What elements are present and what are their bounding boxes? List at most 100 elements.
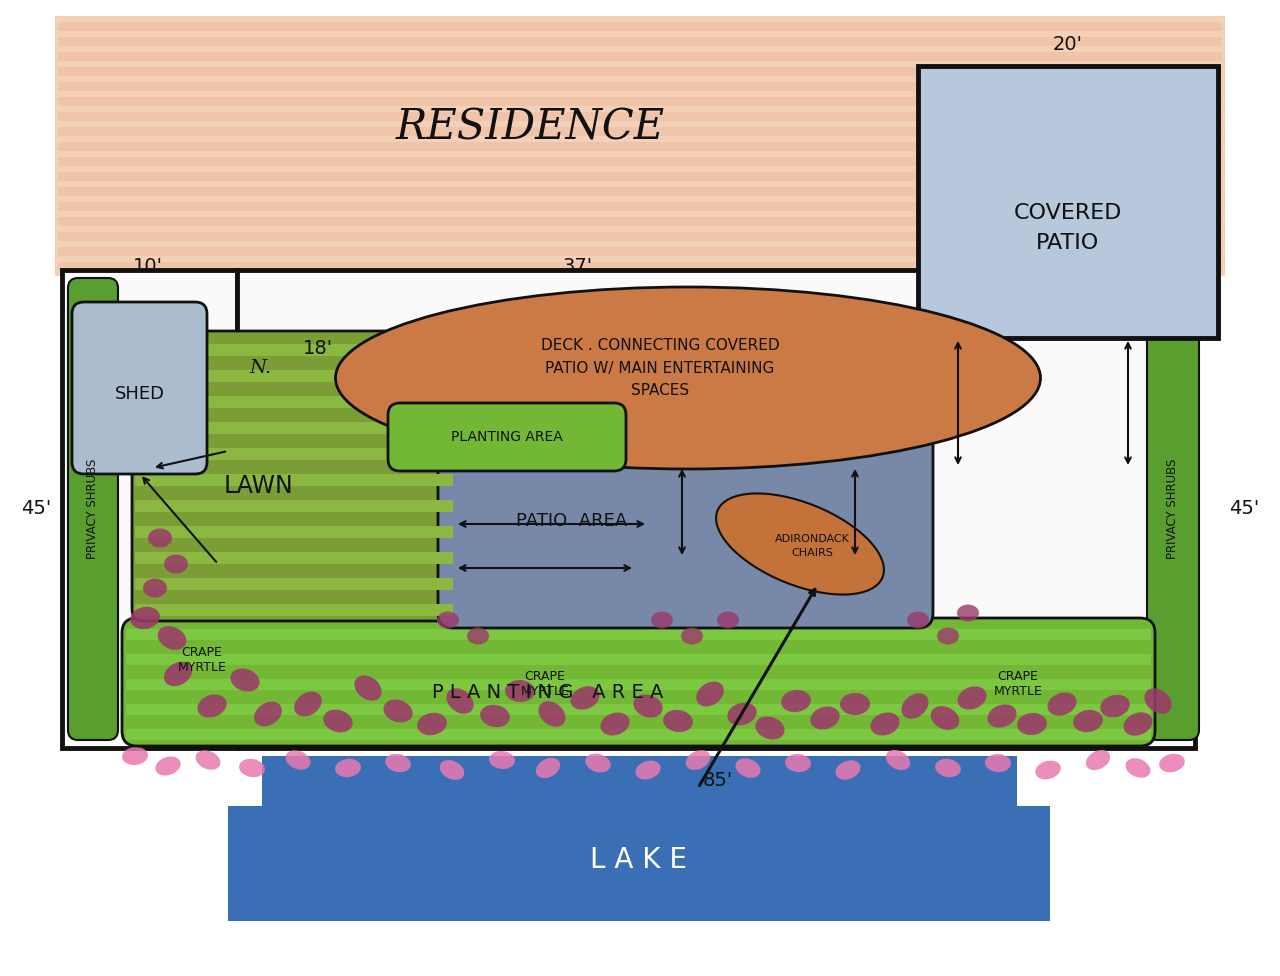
Text: CRAPE
MYRTLE: CRAPE MYRTLE <box>521 670 570 698</box>
Bar <box>228 806 1050 921</box>
Ellipse shape <box>1073 710 1103 732</box>
Text: 45': 45' <box>20 499 51 517</box>
Ellipse shape <box>467 628 489 644</box>
Ellipse shape <box>131 607 160 630</box>
Bar <box>125 629 1151 640</box>
FancyBboxPatch shape <box>1147 278 1199 740</box>
Ellipse shape <box>908 612 929 629</box>
Bar <box>58 142 1222 151</box>
Text: N.: N. <box>248 359 271 377</box>
Ellipse shape <box>294 692 321 716</box>
Bar <box>918 66 1219 338</box>
Ellipse shape <box>840 693 870 715</box>
Ellipse shape <box>634 695 663 717</box>
Ellipse shape <box>506 680 535 702</box>
Ellipse shape <box>417 712 447 735</box>
Bar <box>58 52 1222 61</box>
Bar <box>61 270 237 748</box>
Ellipse shape <box>986 754 1011 772</box>
Bar <box>134 396 453 408</box>
Bar <box>58 172 1222 181</box>
Text: 37': 37' <box>563 257 593 276</box>
Ellipse shape <box>836 760 860 780</box>
Bar <box>58 82 1222 91</box>
Bar <box>58 37 1222 46</box>
Ellipse shape <box>1101 695 1130 717</box>
Bar <box>134 500 453 512</box>
Ellipse shape <box>1160 753 1185 772</box>
Bar <box>55 16 1225 276</box>
Ellipse shape <box>385 753 411 772</box>
Ellipse shape <box>536 758 561 778</box>
Text: ADIRONDACK
CHAIRS: ADIRONDACK CHAIRS <box>774 535 850 557</box>
Ellipse shape <box>489 751 515 769</box>
Ellipse shape <box>196 751 220 770</box>
Ellipse shape <box>285 751 311 770</box>
Ellipse shape <box>480 705 509 727</box>
Bar <box>58 97 1222 106</box>
Text: P L A N T I N G   A R E A: P L A N T I N G A R E A <box>433 682 664 702</box>
Ellipse shape <box>1047 692 1076 715</box>
Bar <box>134 604 453 616</box>
Text: 45': 45' <box>1229 499 1260 517</box>
Ellipse shape <box>781 690 812 712</box>
Ellipse shape <box>255 702 282 726</box>
Ellipse shape <box>155 756 180 776</box>
Text: RESIDENCE: RESIDENCE <box>396 107 664 149</box>
Ellipse shape <box>436 612 460 629</box>
Ellipse shape <box>1124 712 1152 736</box>
Ellipse shape <box>901 693 928 718</box>
Text: COVERED
PATIO: COVERED PATIO <box>1014 203 1123 253</box>
Ellipse shape <box>384 700 412 722</box>
Ellipse shape <box>681 628 703 644</box>
Bar <box>58 67 1222 76</box>
Ellipse shape <box>239 759 265 777</box>
Ellipse shape <box>585 753 611 772</box>
Ellipse shape <box>652 612 673 629</box>
Ellipse shape <box>755 716 785 740</box>
Text: DECK . CONNECTING COVERED
PATIO W/ MAIN ENTERTAINING
SPACES: DECK . CONNECTING COVERED PATIO W/ MAIN … <box>540 339 780 397</box>
Ellipse shape <box>931 706 959 730</box>
Bar <box>134 552 453 564</box>
Text: 85': 85' <box>703 770 733 790</box>
Bar <box>58 127 1222 136</box>
Ellipse shape <box>727 703 756 725</box>
FancyBboxPatch shape <box>68 278 118 740</box>
Ellipse shape <box>717 612 739 629</box>
Ellipse shape <box>936 758 961 777</box>
Ellipse shape <box>635 760 660 780</box>
Text: SHED: SHED <box>115 385 165 403</box>
Ellipse shape <box>810 707 840 729</box>
Bar <box>134 370 453 382</box>
Bar <box>58 247 1222 256</box>
Ellipse shape <box>355 675 381 701</box>
Text: PRIVACY SHRUBS: PRIVACY SHRUBS <box>87 459 100 559</box>
FancyBboxPatch shape <box>72 302 207 474</box>
Text: 10': 10' <box>133 257 163 276</box>
Ellipse shape <box>164 662 192 686</box>
Text: PLANTING AREA: PLANTING AREA <box>451 430 563 444</box>
Bar <box>125 704 1151 715</box>
Ellipse shape <box>440 760 465 780</box>
Bar <box>125 679 1151 690</box>
Ellipse shape <box>539 702 566 727</box>
Ellipse shape <box>957 604 979 622</box>
Ellipse shape <box>1018 712 1047 735</box>
Bar <box>58 262 1222 271</box>
FancyBboxPatch shape <box>122 618 1155 746</box>
Ellipse shape <box>736 758 760 778</box>
Text: 18': 18' <box>303 339 333 357</box>
FancyBboxPatch shape <box>388 403 626 471</box>
Text: CRAPE
MYRTLE: CRAPE MYRTLE <box>178 646 227 674</box>
Bar <box>134 474 453 486</box>
Ellipse shape <box>937 628 959 644</box>
Ellipse shape <box>335 287 1041 469</box>
Ellipse shape <box>324 710 353 732</box>
Ellipse shape <box>716 494 884 594</box>
Bar <box>58 157 1222 166</box>
Ellipse shape <box>164 554 188 574</box>
Ellipse shape <box>157 627 187 650</box>
Bar <box>134 448 453 460</box>
Text: L A K E: L A K E <box>590 846 686 874</box>
Ellipse shape <box>1036 760 1061 780</box>
